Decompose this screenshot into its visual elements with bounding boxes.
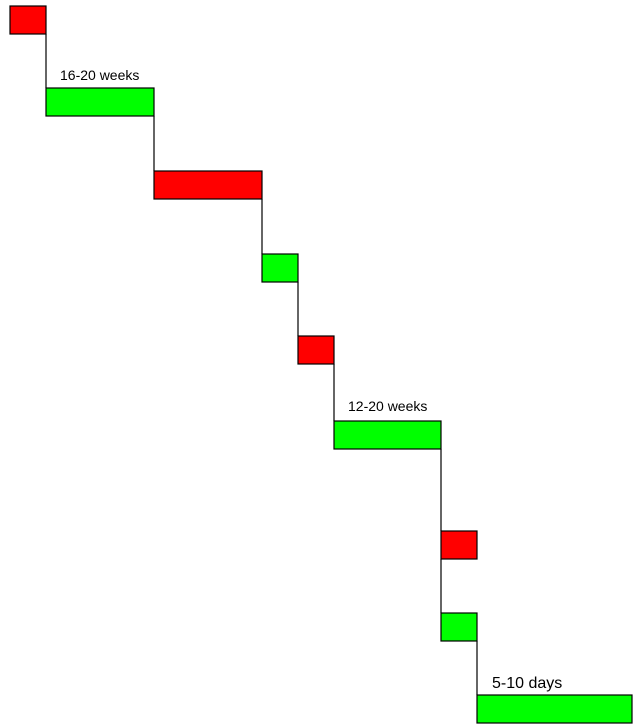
green-block: [45, 87, 155, 117]
red-block: [9, 5, 47, 35]
green-block: [261, 253, 299, 283]
duration-label: 16-20 weeks: [60, 67, 139, 83]
green-block: [476, 694, 633, 724]
duration-label: 5-10 days: [492, 675, 562, 692]
red-block: [440, 530, 478, 560]
red-block: [297, 335, 335, 365]
green-block: [333, 420, 442, 450]
green-block: [440, 612, 478, 642]
duration-label: 12-20 weeks: [348, 398, 427, 414]
red-block: [153, 170, 263, 200]
